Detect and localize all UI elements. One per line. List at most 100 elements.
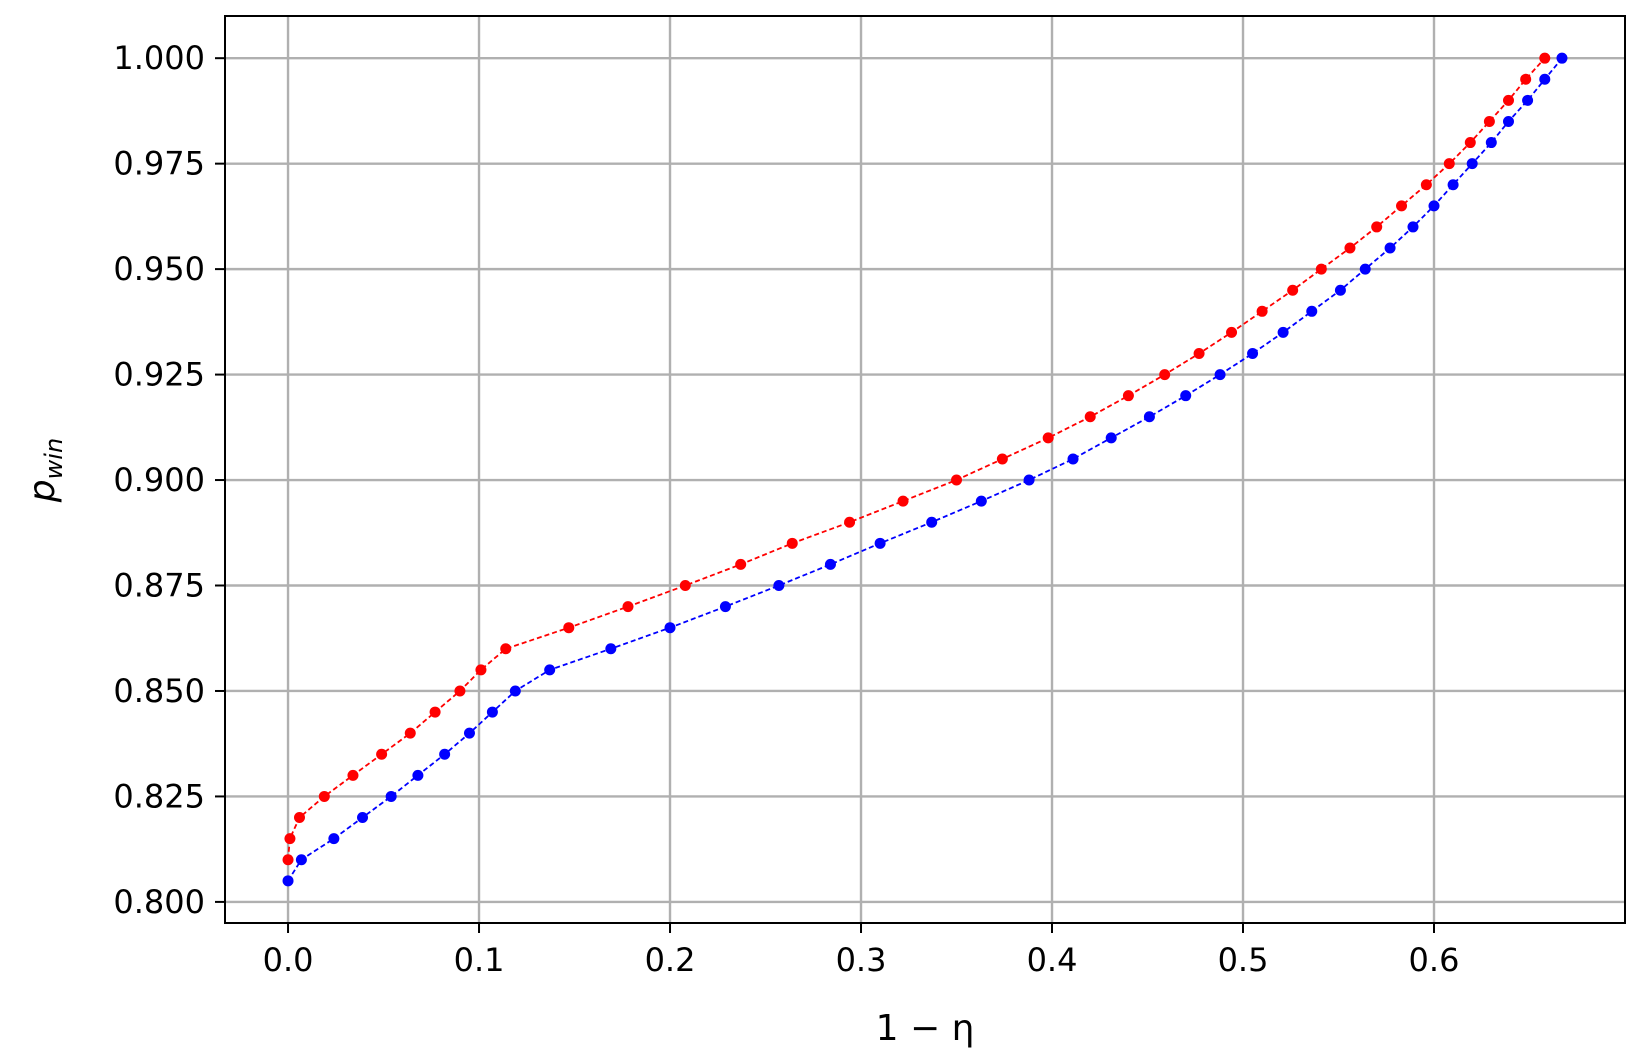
- data-point: [544, 664, 556, 676]
- data-point: [1443, 158, 1455, 170]
- data-point: [404, 727, 416, 739]
- data-point: [1067, 453, 1079, 465]
- data-point: [454, 685, 466, 697]
- data-point: [1315, 263, 1327, 275]
- data-point: [509, 685, 521, 697]
- data-point: [1214, 369, 1226, 381]
- data-point: [1344, 242, 1356, 254]
- data-point: [1023, 474, 1035, 486]
- series-line: [287, 57, 1546, 860]
- x-tick-label: 0.0: [263, 941, 314, 979]
- data-point: [1256, 305, 1268, 317]
- data-point: [1247, 347, 1259, 359]
- data-point: [486, 706, 498, 718]
- data-point: [385, 790, 397, 802]
- data-point: [1180, 390, 1192, 402]
- data-point: [563, 622, 575, 634]
- data-point: [318, 790, 330, 802]
- data-point: [475, 664, 487, 676]
- data-point: [1334, 284, 1346, 296]
- data-point: [1466, 158, 1478, 170]
- data-point: [1143, 411, 1155, 423]
- data-point: [1287, 284, 1299, 296]
- data-point: [1428, 200, 1440, 212]
- data-point: [1105, 432, 1117, 444]
- data-point: [439, 748, 451, 760]
- y-axis-label-main: p: [22, 479, 63, 503]
- plot-frame: [224, 15, 1626, 924]
- data-point: [1464, 137, 1476, 149]
- data-point: [1502, 115, 1514, 127]
- x-tick-label: 0.5: [1218, 941, 1269, 979]
- data-point: [282, 875, 294, 887]
- data-point: [284, 833, 296, 845]
- data-point: [1159, 369, 1171, 381]
- y-axis-label: pwin: [22, 438, 68, 503]
- series-1: [282, 52, 1568, 887]
- data-point: [719, 601, 731, 613]
- data-point: [897, 495, 909, 507]
- data-point: [773, 580, 785, 592]
- data-point: [1084, 411, 1096, 423]
- data-point: [1042, 432, 1054, 444]
- data-point: [874, 537, 886, 549]
- data-point: [463, 727, 475, 739]
- data-point: [282, 854, 294, 866]
- x-tick-label: 0.2: [645, 941, 696, 979]
- data-point: [347, 769, 359, 781]
- data-point: [844, 516, 856, 528]
- x-axis-label: 1 − η: [876, 1008, 975, 1049]
- data-point: [412, 769, 424, 781]
- y-tick-label: 0.875: [113, 567, 205, 605]
- data-point: [786, 537, 798, 549]
- grid-lines: [225, 16, 1625, 923]
- data-point: [1520, 73, 1532, 85]
- y-axis: 0.800 0.825 0.850 0.875 0.900 0.925 0.950 0.975…: [113, 39, 225, 921]
- data-point: [1226, 326, 1238, 338]
- x-tick-label: 0.4: [1027, 941, 1078, 979]
- series-layer: [282, 52, 1568, 887]
- y-tick-label: 0.900: [113, 461, 205, 499]
- data-point: [1371, 221, 1383, 233]
- x-tick-label: 0.1: [454, 941, 505, 979]
- x-tick-label: 0.6: [1409, 941, 1460, 979]
- data-point: [1193, 347, 1205, 359]
- y-axis-label-subscript: win: [40, 438, 68, 480]
- data-point: [1539, 52, 1551, 64]
- data-point: [975, 495, 987, 507]
- data-point: [295, 854, 307, 866]
- data-point: [1407, 221, 1419, 233]
- data-point: [1483, 115, 1495, 127]
- data-point: [996, 453, 1008, 465]
- y-tick-label: 1.000: [113, 39, 205, 77]
- data-point: [293, 812, 305, 824]
- data-point: [1122, 390, 1134, 402]
- data-point: [735, 558, 747, 570]
- y-tick-label: 0.925: [113, 356, 205, 394]
- y-tick-label: 0.975: [113, 145, 205, 183]
- data-point: [1420, 179, 1432, 191]
- data-point: [357, 812, 369, 824]
- data-point: [1447, 179, 1459, 191]
- data-point: [500, 643, 512, 655]
- series-line: [287, 57, 1563, 882]
- y-tick-label: 0.800: [113, 883, 205, 921]
- data-point: [429, 706, 441, 718]
- data-point: [1359, 263, 1371, 275]
- data-point: [1502, 94, 1514, 106]
- y-tick-label: 0.825: [113, 777, 205, 815]
- data-point: [376, 748, 388, 760]
- data-point: [1539, 73, 1551, 85]
- data-point: [1556, 52, 1568, 64]
- data-point: [622, 601, 634, 613]
- x-tick-label: 0.3: [836, 941, 887, 979]
- data-point: [951, 474, 963, 486]
- data-point: [1306, 305, 1318, 317]
- data-point: [1485, 137, 1497, 149]
- x-axis: 0.0 0.1 0.2 0.3 0.4 0.5 0.6: [263, 923, 1460, 979]
- series-0: [282, 52, 1551, 866]
- data-point: [1396, 200, 1408, 212]
- data-point: [605, 643, 617, 655]
- data-point: [664, 622, 676, 634]
